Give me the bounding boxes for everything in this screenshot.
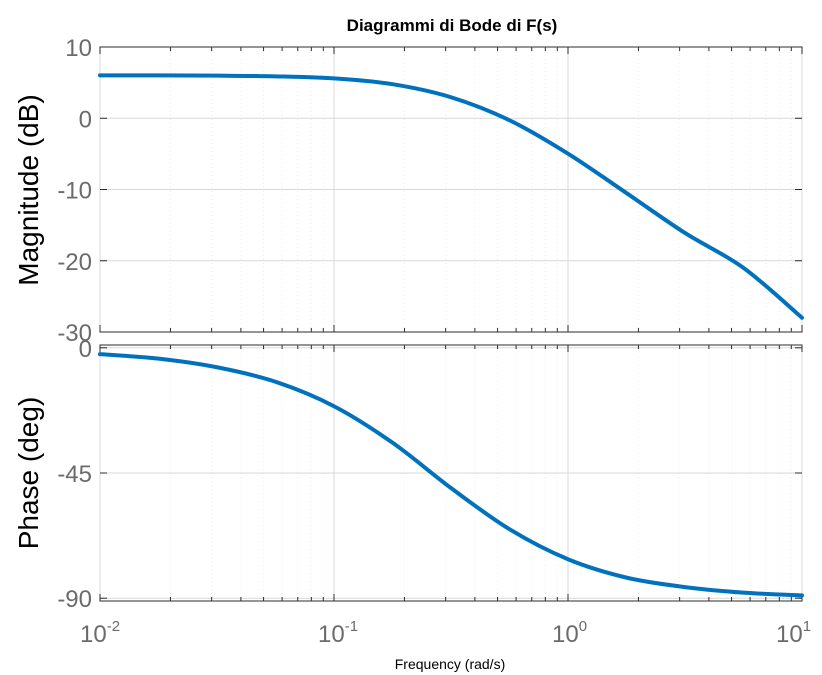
y-tick-label: 0 [79, 336, 92, 363]
magnitude-ylabel: Magnitude (dB) [13, 94, 44, 285]
x-axis-label: Frequency (rad/s) [395, 656, 505, 672]
x-tick-label: 10-2 [80, 618, 120, 648]
y-tick-label: -10 [57, 178, 92, 205]
phase-y-tick-labels: 0 -45 -90 [57, 336, 92, 613]
phase-tick-marks [99, 345, 803, 601]
x-tick-label: 10-1 [318, 618, 358, 648]
y-tick-label: 10 [65, 35, 92, 62]
phase-ylabel: Phase (deg) [13, 397, 44, 550]
y-tick-label: -30 [57, 320, 92, 347]
x-tick-label: 101 [776, 618, 811, 648]
phase-curve [98, 352, 804, 598]
x-tick-labels: 10-2 10-1 100 101 [80, 618, 811, 648]
y-tick-label: -45 [57, 461, 92, 488]
magnitude-tick-marks [99, 46, 803, 333]
x-tick-label: 100 [552, 618, 587, 648]
y-tick-label: -20 [57, 249, 92, 276]
y-tick-label: 0 [79, 106, 92, 133]
y-tick-label: -90 [57, 586, 92, 613]
magnitude-axes: 10 0 -10 -20 -30 Magnitude (dB) [13, 35, 804, 347]
magnitude-curve [98, 73, 804, 320]
phase-axes: 0 -45 -90 Phase (deg) [13, 336, 804, 613]
chart-title: Diagrammi di Bode di F(s) [347, 16, 558, 35]
phase-grid [99, 345, 803, 601]
magnitude-grid [99, 47, 803, 332]
magnitude-y-tick-labels: 10 0 -10 -20 -30 [57, 35, 92, 347]
